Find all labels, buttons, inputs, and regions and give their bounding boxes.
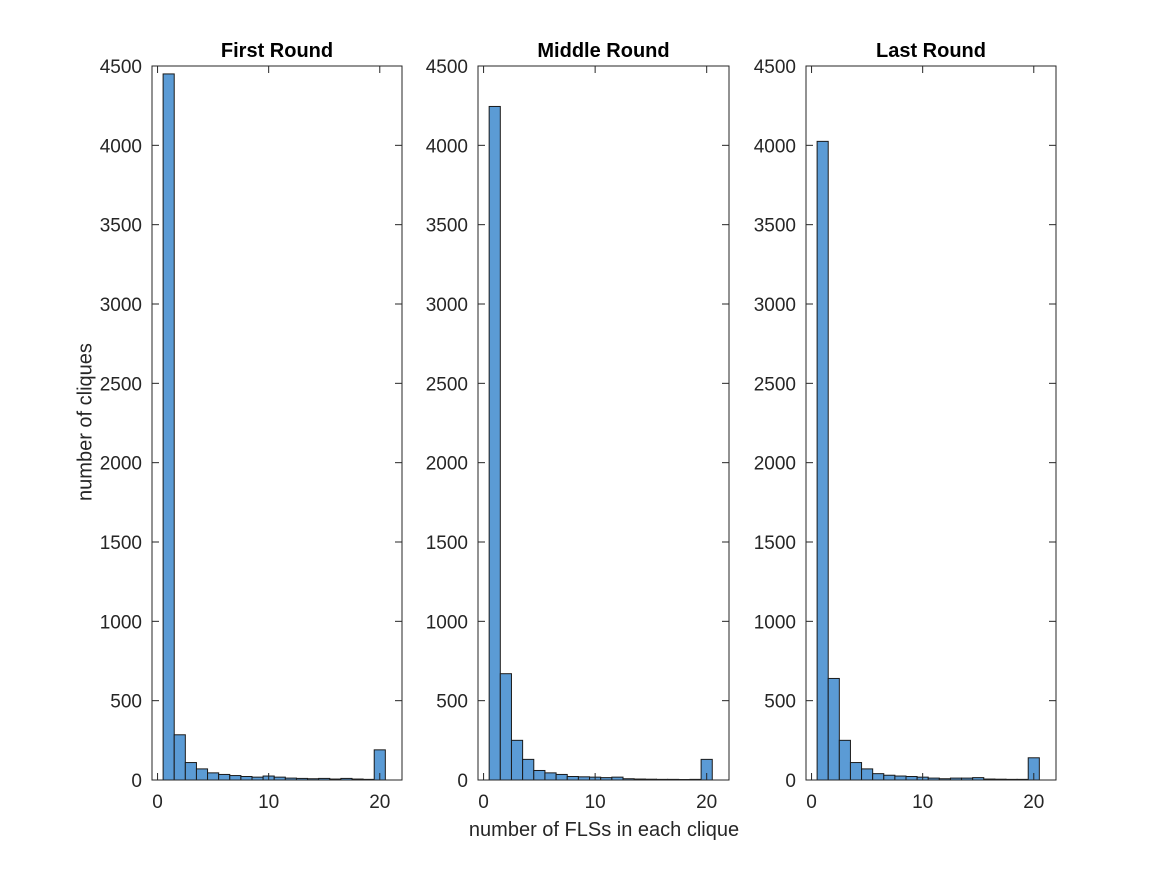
histogram-bar (872, 773, 885, 781)
panel-3: 0 500 1000 1500 2000 2500 3000 3500 4000 4500 0 10 2… (754, 40, 1057, 813)
histogram-bar (883, 774, 896, 781)
y-tick-label: 1500 (754, 533, 796, 554)
panel-title: Middle Round (537, 40, 669, 62)
y-tick-label: 2500 (426, 374, 468, 395)
histogram-bar (894, 775, 907, 781)
panel-2: 0 500 1000 1500 2000 2500 3000 3500 4000 4500 0 10 2… (426, 40, 730, 813)
x-tick-label: 0 (152, 792, 163, 813)
x-tick-label: 0 (478, 792, 489, 813)
y-tick-label: 4500 (754, 57, 796, 78)
histogram-bar (240, 776, 253, 781)
y-tick-label: 1500 (100, 533, 142, 554)
y-tick-label: 3500 (754, 216, 796, 237)
y-tick-label: 0 (785, 771, 796, 792)
y-tick-label: 1500 (426, 533, 468, 554)
panel-1: 0 500 1000 1500 2000 2500 3000 3500 4000 4500 0 10 2… (100, 40, 403, 813)
y-tick-label: 0 (457, 771, 468, 792)
histogram-bar (544, 772, 557, 781)
axes-background (806, 66, 1056, 780)
axes-background (152, 66, 402, 780)
y-tick-label: 3000 (426, 295, 468, 316)
histogram-bar (229, 775, 242, 781)
histogram-bar (195, 768, 209, 781)
histogram-bar (838, 739, 851, 781)
histogram-bar (173, 734, 186, 781)
x-axis-label: number of FLSs in each clique (469, 819, 739, 841)
y-tick-label: 3500 (426, 216, 468, 237)
y-tick-label: 2000 (754, 454, 796, 475)
histogram-bar (555, 773, 568, 781)
x-tick-label: 20 (369, 792, 390, 813)
y-tick-label: 4000 (426, 136, 468, 157)
histogram-bar (184, 762, 197, 781)
y-tick-label: 4000 (754, 136, 796, 157)
histogram-bar (533, 769, 546, 781)
histogram-bar (566, 776, 579, 781)
y-axis-label: number of cliques (74, 343, 96, 501)
histogram-bar (218, 773, 231, 781)
y-tick-label: 3000 (754, 295, 796, 316)
histogram-bar (499, 673, 512, 781)
histogram-bar (816, 140, 829, 781)
histogram-bar (488, 105, 501, 781)
x-tick-label: 10 (585, 792, 606, 813)
y-tick-label: 0 (131, 771, 142, 792)
y-tick-label: 500 (110, 692, 142, 713)
y-tick-label: 3000 (100, 295, 142, 316)
histogram-bar (162, 73, 175, 781)
histogram-bar (905, 776, 918, 781)
histogram-bar (849, 762, 863, 781)
x-tick-label: 10 (258, 792, 279, 813)
x-tick-label: 20 (696, 792, 717, 813)
histogram-bar (522, 758, 535, 781)
y-tick-label: 4500 (100, 57, 142, 78)
axes-box (151, 65, 403, 781)
y-tick-label: 2500 (100, 374, 142, 395)
histogram-bar (510, 739, 524, 781)
y-tick-label: 500 (764, 692, 796, 713)
y-tick-label: 1000 (100, 612, 142, 633)
x-tick-label: 20 (1023, 792, 1044, 813)
y-tick-label: 500 (436, 692, 468, 713)
histogram-bar (827, 677, 840, 781)
axes-box (805, 65, 1057, 781)
y-tick-label: 2000 (100, 454, 142, 475)
y-tick-label: 3500 (100, 216, 142, 237)
axes-background (478, 66, 729, 780)
histogram-bar (207, 772, 220, 781)
panel-title: Last Round (876, 40, 986, 62)
y-tick-label: 4500 (426, 57, 468, 78)
y-tick-label: 4000 (100, 136, 142, 157)
panel-title: First Round (221, 40, 333, 62)
y-tick-label: 1000 (426, 612, 468, 633)
histogram-bar (861, 768, 874, 781)
y-tick-label: 2500 (754, 374, 796, 395)
x-tick-label: 0 (806, 792, 817, 813)
axes-box (477, 65, 730, 781)
y-tick-label: 1000 (754, 612, 796, 633)
y-tick-label: 2000 (426, 454, 468, 475)
x-tick-label: 10 (912, 792, 933, 813)
